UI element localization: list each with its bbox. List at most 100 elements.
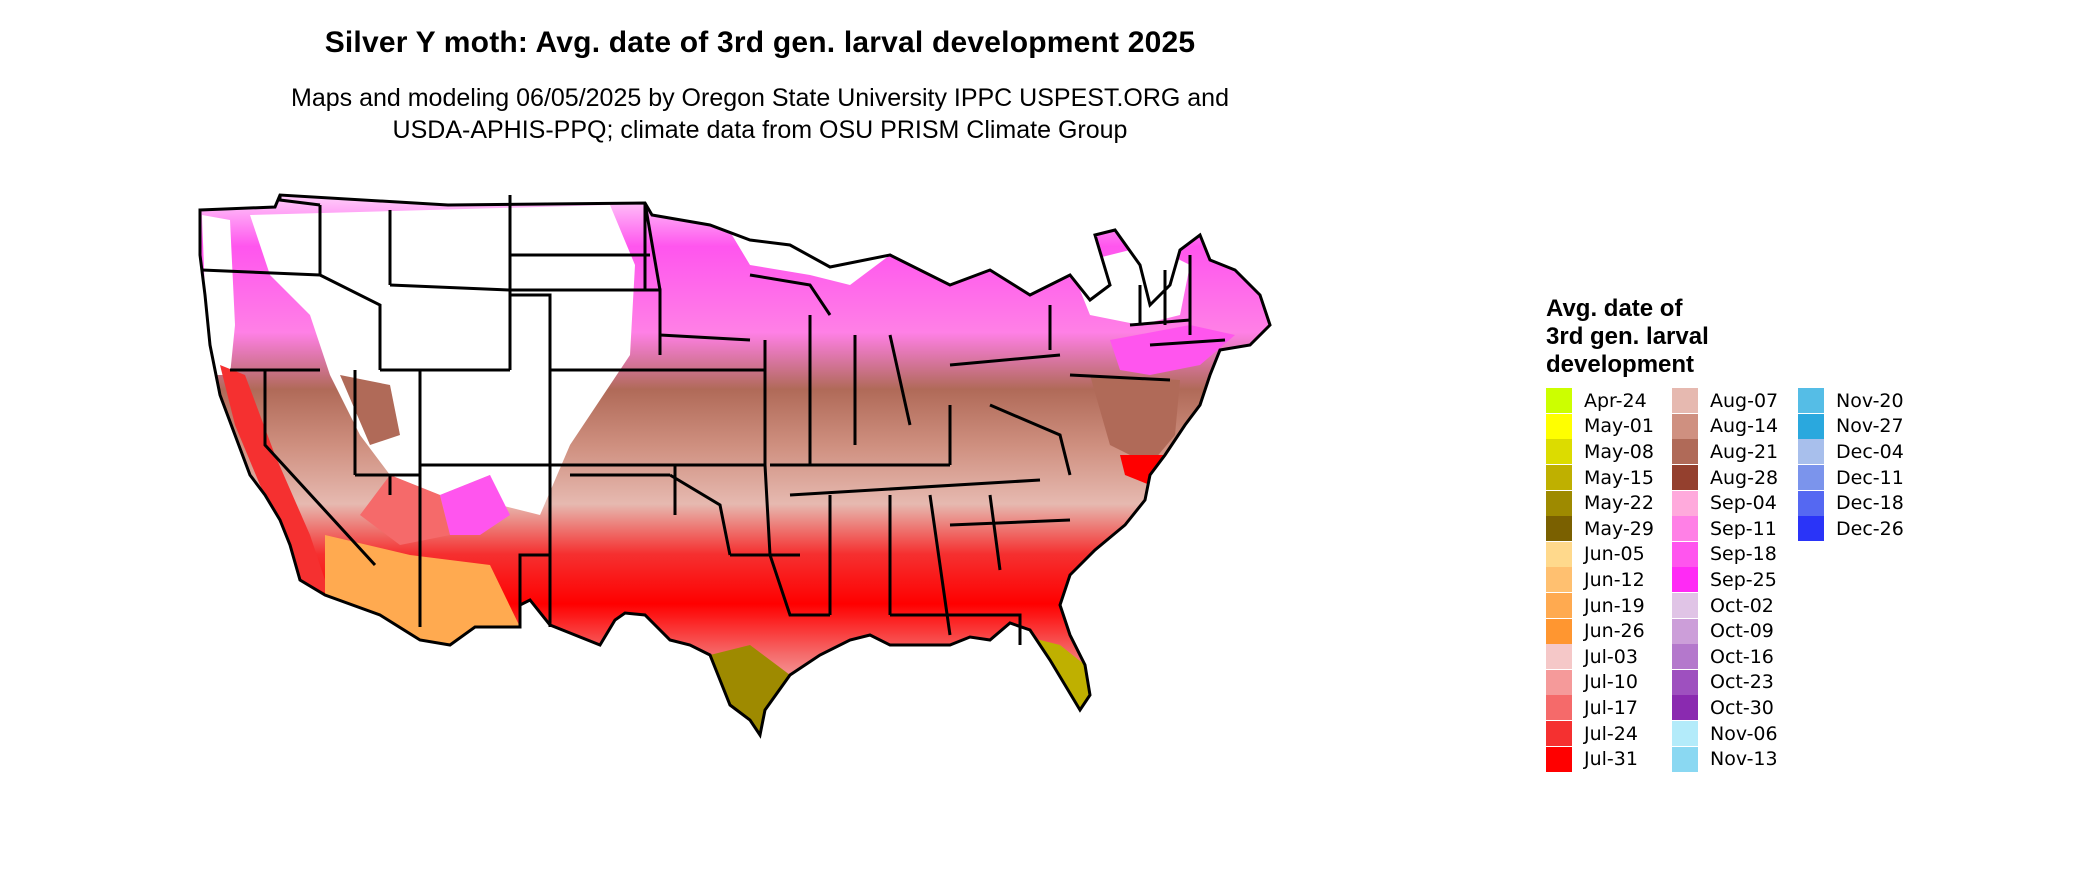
legend-item: May-01 [1546, 413, 1654, 440]
legend-swatch [1546, 541, 1572, 567]
legend-swatch [1546, 669, 1572, 695]
legend-label: Jun-12 [1584, 568, 1645, 591]
legend-item: Aug-14 [1672, 413, 1779, 440]
legend-swatch [1672, 644, 1698, 670]
legend-label: Aug-21 [1710, 440, 1779, 463]
legend-item: Oct-23 [1672, 669, 1778, 696]
legend-item: Dec-26 [1798, 516, 1904, 542]
legend-item: Dec-11 [1798, 465, 1904, 491]
legend-label: Dec-26 [1836, 517, 1904, 540]
legend-item: Sep-18 [1672, 541, 1778, 568]
legend-label: Aug-14 [1710, 415, 1779, 438]
legend-swatch [1546, 439, 1572, 465]
legend-item: Apr-24 [1546, 388, 1654, 414]
legend-label: Nov-27 [1836, 415, 1904, 438]
legend-label: Sep-11 [1710, 517, 1777, 540]
legend-item: Oct-09 [1672, 618, 1778, 644]
legend-item: May-29 [1546, 516, 1654, 542]
legend-swatch [1798, 465, 1824, 491]
legend-swatch [1546, 593, 1572, 619]
legend-swatch [1672, 618, 1698, 644]
legend-swatch [1546, 695, 1572, 721]
legend-label: Jun-19 [1584, 594, 1645, 617]
legend-title-line-1: Avg. date of [1546, 295, 1683, 322]
legend-label: Dec-04 [1836, 440, 1904, 463]
legend-label: Oct-09 [1710, 620, 1774, 643]
legend-label: Oct-23 [1710, 671, 1774, 694]
legend-column-2: Aug-07 Aug-14 Aug-21 Aug-28 Sep-04 Sep-11 Sep-… [1672, 388, 1778, 772]
legend-swatch [1546, 644, 1572, 670]
legend-swatch [1672, 669, 1698, 695]
legend-swatch [1672, 490, 1698, 516]
legend-swatch [1672, 541, 1698, 567]
legend-swatch [1672, 567, 1698, 593]
legend-item: Jul-03 [1546, 644, 1654, 670]
legend-item: Oct-30 [1672, 695, 1778, 721]
legend-item: May-15 [1546, 465, 1654, 491]
legend-label: May-15 [1584, 466, 1654, 489]
legend-label: Aug-07 [1710, 389, 1779, 412]
legend-title: Avg. date of 3rd gen. larval development [1546, 295, 1709, 379]
legend-item: Dec-04 [1798, 439, 1904, 465]
legend-label: May-08 [1584, 440, 1654, 463]
legend-label: Oct-30 [1710, 696, 1774, 719]
legend-title-line-3: development [1546, 351, 1695, 378]
legend-swatch [1672, 413, 1698, 439]
legend-swatch [1672, 516, 1698, 542]
legend-swatch [1672, 593, 1698, 619]
legend-item: Jun-05 [1546, 541, 1654, 568]
legend-swatch [1798, 388, 1824, 414]
map-subtitle: Maps and modeling 06/05/2025 by Oregon S… [240, 82, 1280, 146]
legend-item: Sep-11 [1672, 516, 1778, 542]
legend-label: Oct-16 [1710, 645, 1774, 668]
map-title: Silver Y moth: Avg. date of 3rd gen. lar… [324, 26, 1196, 59]
legend-item: Oct-02 [1672, 593, 1778, 619]
legend-item: Jun-12 [1546, 567, 1654, 593]
legend-column-3: Nov-20 Nov-27 Dec-04 Dec-11 Dec-18 Dec-26 [1798, 388, 1904, 542]
subtitle-line-2: USDA-APHIS-PPQ; climate data from OSU PR… [392, 116, 1128, 144]
legend-swatch [1546, 567, 1572, 593]
legend-item: Sep-04 [1672, 490, 1778, 516]
legend-label: Nov-06 [1710, 722, 1778, 745]
legend-label: Jul-10 [1584, 671, 1638, 694]
legend-label: Jul-03 [1584, 645, 1638, 668]
legend-label: Apr-24 [1584, 389, 1647, 412]
legend-swatch [1798, 413, 1824, 439]
legend-swatch [1672, 388, 1698, 414]
legend-swatch [1546, 746, 1572, 772]
legend-swatch [1798, 516, 1824, 542]
subtitle-line-1: Maps and modeling 06/05/2025 by Oregon S… [291, 84, 1229, 112]
legend-item: Oct-16 [1672, 644, 1778, 670]
legend-swatch [1672, 746, 1698, 772]
legend-swatch [1546, 388, 1572, 414]
legend-swatch [1546, 490, 1572, 516]
legend-item: Jul-10 [1546, 669, 1654, 696]
legend-swatch [1672, 721, 1698, 747]
legend-label: May-29 [1584, 517, 1654, 540]
legend-label: Jun-05 [1584, 543, 1645, 566]
legend-label: Nov-20 [1836, 389, 1904, 412]
legend-label: Sep-25 [1710, 568, 1777, 591]
legend-label: Dec-11 [1836, 466, 1904, 489]
legend-swatch [1546, 465, 1572, 491]
legend-swatch [1546, 618, 1572, 644]
legend-label: Dec-18 [1836, 492, 1904, 515]
legend-item: Nov-06 [1672, 721, 1778, 747]
legend-item: Sep-25 [1672, 567, 1778, 593]
legend-swatch [1798, 439, 1824, 465]
legend-item: Nov-27 [1798, 413, 1904, 440]
legend-label: Sep-04 [1710, 492, 1777, 515]
legend-label: May-01 [1584, 415, 1654, 438]
legend-swatch [1546, 721, 1572, 747]
legend-swatch [1798, 490, 1824, 516]
legend-swatch [1546, 413, 1572, 439]
legend-label: Jul-31 [1584, 748, 1638, 771]
legend-title-line-2: 3rd gen. larval [1546, 323, 1709, 350]
legend-label: Jul-24 [1584, 722, 1638, 745]
legend-label: May-22 [1584, 492, 1654, 515]
legend-item: Nov-13 [1672, 746, 1778, 772]
legend-item: Jul-24 [1546, 721, 1654, 747]
legend-item: Jul-17 [1546, 695, 1654, 721]
legend-item: Aug-21 [1672, 439, 1778, 465]
legend-swatch [1672, 695, 1698, 721]
